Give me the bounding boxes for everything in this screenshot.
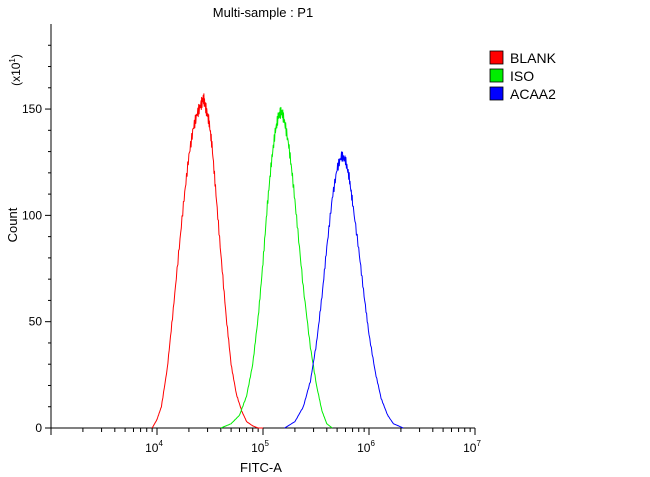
y-tick-label: 0 — [35, 421, 42, 435]
y-axis-label: Count — [5, 207, 20, 242]
y-tick-label: 50 — [29, 315, 43, 329]
series-line-acaa2 — [284, 151, 404, 429]
x-tick-label: 105 — [251, 439, 269, 455]
chart-title: Multi-sample : P1 — [213, 5, 313, 20]
x-axis-label: FITC-A — [240, 460, 282, 475]
legend-label-blank: BLANK — [510, 50, 557, 66]
legend-swatch-iso — [489, 68, 504, 83]
y-multiplier-base: (x10 — [9, 62, 23, 86]
legend-swatch-acaa2 — [489, 86, 504, 101]
x-tick-label: 107 — [463, 439, 481, 455]
y-tick-label: 100 — [22, 208, 42, 222]
series-line-blank — [151, 93, 263, 429]
series-curves — [151, 93, 404, 429]
y-multiplier-label: (x101) — [8, 54, 23, 86]
y-axis-ticks: 0 50 100 150 — [22, 44, 51, 435]
x-tick-label: 106 — [357, 439, 375, 455]
legend-label-acaa2: ACAA2 — [510, 86, 556, 102]
legend: BLANK ISO ACAA2 — [489, 50, 557, 102]
legend-swatch-blank — [489, 50, 504, 65]
series-line-iso — [220, 106, 333, 429]
legend-label-iso: ISO — [510, 68, 534, 84]
x-tick-label: 104 — [145, 439, 163, 455]
y-multiplier-exponent: 1 — [8, 58, 17, 63]
y-tick-label: 150 — [22, 102, 42, 116]
x-axis-ticks: 104 105 106 107 — [50, 428, 481, 455]
